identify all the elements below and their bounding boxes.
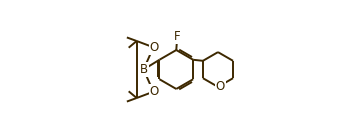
- Text: O: O: [150, 41, 159, 54]
- Text: F: F: [174, 30, 180, 43]
- Text: B: B: [139, 63, 148, 76]
- Text: O: O: [150, 85, 159, 98]
- Text: O: O: [216, 80, 225, 93]
